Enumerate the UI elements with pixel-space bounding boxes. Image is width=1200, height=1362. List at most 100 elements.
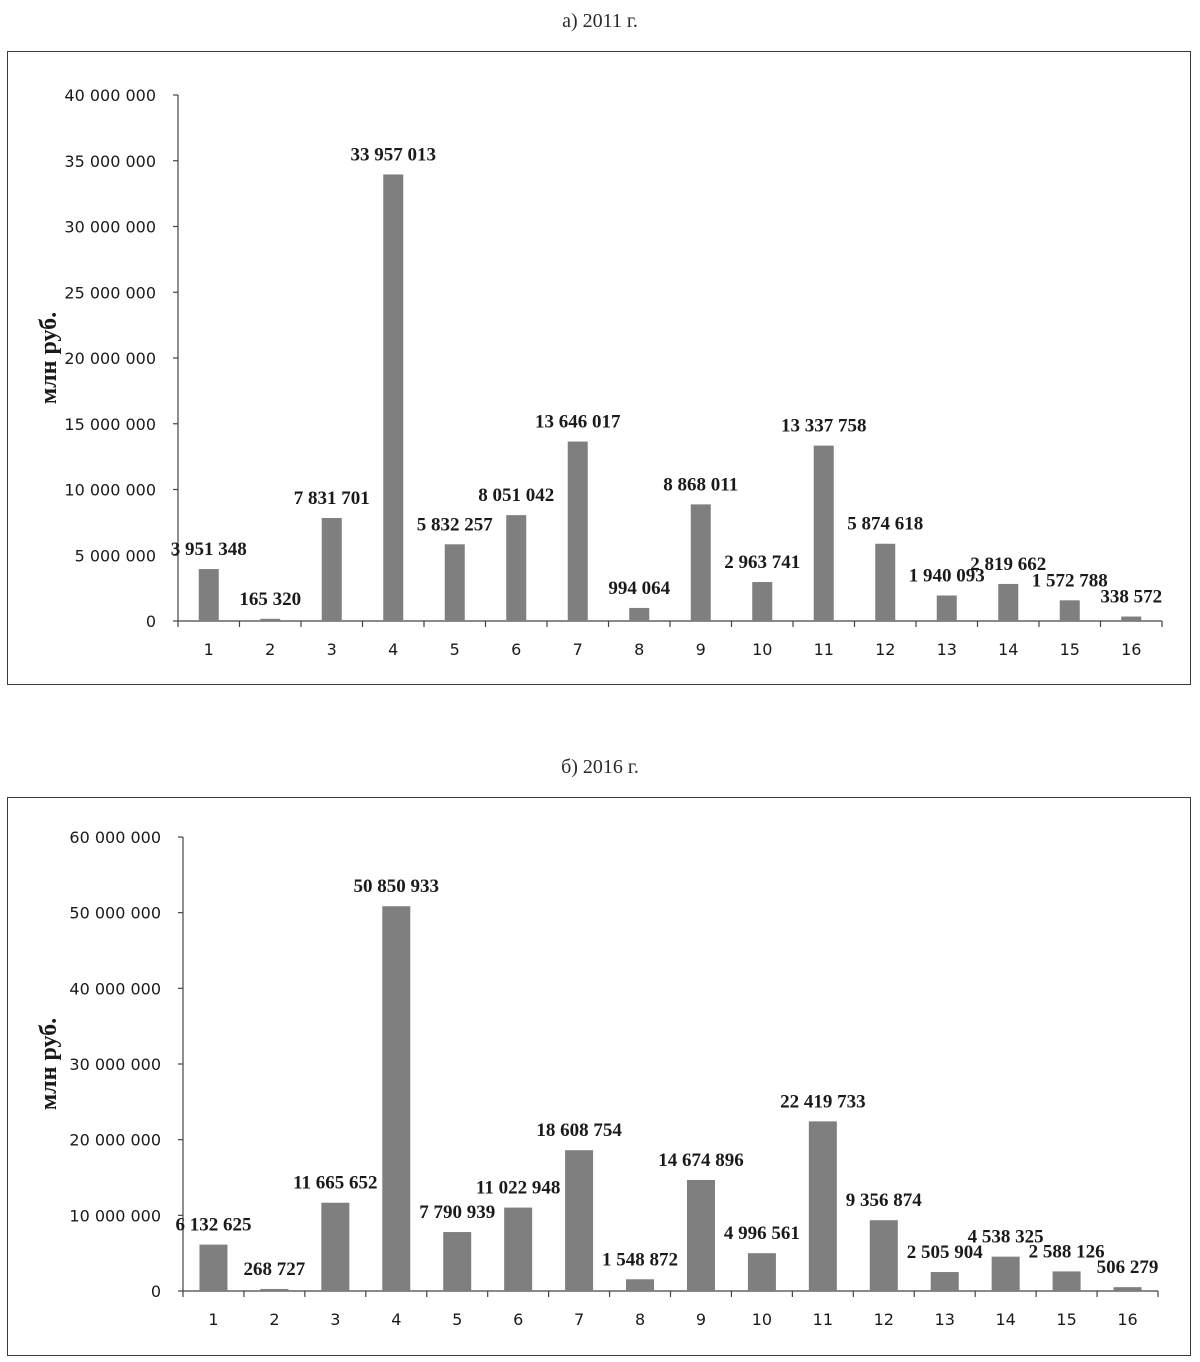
y-tick-label: 35 000 000 — [64, 152, 156, 171]
bar — [321, 1202, 350, 1291]
bar — [199, 1244, 228, 1291]
bar — [1113, 1287, 1142, 1291]
y-tick-label: 5 000 000 — [75, 546, 156, 565]
y-tick-label: 25 000 000 — [64, 283, 156, 302]
chart-2016: 0 10 000 000 20 000 000 30 000 000 40 000 00… — [7, 797, 1191, 1356]
bar — [444, 544, 465, 621]
bar — [198, 569, 219, 621]
y-tick-label: 10 000 000 — [69, 1206, 161, 1225]
bar — [504, 1207, 533, 1291]
data-label: 22 419 733 — [780, 1091, 866, 1112]
bar — [321, 518, 342, 621]
data-label: 2 963 741 — [724, 552, 800, 573]
y-tick-label: 30 000 000 — [69, 1055, 161, 1074]
bar — [260, 1288, 289, 1291]
x-tick-label: 11 — [814, 640, 834, 659]
bar — [752, 582, 773, 621]
bar — [260, 618, 281, 621]
y-axis-title: млн руб. — [36, 1018, 62, 1110]
x-tick-label: 8 — [635, 1310, 645, 1329]
y-tick-label: 15 000 000 — [64, 415, 156, 434]
x-tick-label: 9 — [696, 1310, 706, 1329]
data-label: 994 064 — [608, 578, 670, 599]
data-label: 5 874 618 — [847, 514, 923, 535]
x-tick-label: 3 — [327, 640, 337, 659]
bar — [382, 906, 411, 1291]
bar — [1121, 616, 1142, 621]
y-tick-label: 20 000 000 — [64, 349, 156, 368]
data-label: 3 951 348 — [171, 539, 247, 560]
bar — [1052, 1271, 1081, 1291]
bar — [1059, 600, 1080, 621]
data-label: 14 674 896 — [658, 1150, 744, 1171]
data-label: 1 548 872 — [602, 1249, 678, 1270]
data-label: 1 572 788 — [1032, 570, 1108, 591]
x-tick-label: 4 — [391, 1310, 401, 1329]
y-tick-label: 20 000 000 — [69, 1131, 161, 1150]
x-tick-label: 6 — [513, 1310, 523, 1329]
data-label: 268 727 — [244, 1259, 306, 1280]
x-tick-label: 10 — [752, 640, 772, 659]
x-tick-label: 2 — [265, 640, 275, 659]
x-tick-label: 14 — [995, 1310, 1015, 1329]
x-tick-label: 13 — [935, 1310, 955, 1329]
bar — [443, 1232, 472, 1291]
bar — [998, 583, 1019, 621]
data-label: 2 819 662 — [970, 554, 1046, 575]
y-tick-label: 50 000 000 — [69, 904, 161, 923]
y-tick-label: 30 000 000 — [64, 218, 156, 237]
bar — [875, 543, 896, 621]
bar — [991, 1256, 1020, 1291]
bar — [930, 1272, 959, 1291]
bar — [565, 1150, 594, 1291]
chart-title-2016: б) 2016 г. — [561, 756, 639, 778]
x-tick-label: 1 — [204, 640, 214, 659]
data-label: 4 996 561 — [724, 1223, 800, 1244]
bar — [747, 1253, 776, 1291]
data-label: 2 505 904 — [907, 1242, 984, 1263]
data-label: 8 868 011 — [663, 474, 738, 495]
x-tick-label: 14 — [998, 640, 1018, 659]
data-label: 11 665 652 — [293, 1173, 377, 1194]
bar — [813, 445, 834, 621]
bar — [626, 1279, 655, 1291]
x-tick-label: 5 — [450, 640, 460, 659]
bar — [383, 174, 404, 621]
x-tick-label: 11 — [813, 1310, 833, 1329]
x-tick-label: 12 — [874, 1310, 894, 1329]
bar — [629, 607, 650, 621]
data-label: 7 831 701 — [294, 488, 370, 509]
bar — [869, 1220, 898, 1291]
x-tick-label: 13 — [937, 640, 957, 659]
data-label: 338 572 — [1100, 587, 1162, 608]
x-tick-label: 5 — [452, 1310, 462, 1329]
y-tick-label: 0 — [146, 612, 156, 631]
chart-2011-plot: 0 5 000 000 10 000 000 15 000 000 20 000 000… — [36, 86, 1163, 659]
data-label: 18 608 754 — [536, 1120, 622, 1141]
data-label: 5 832 257 — [417, 514, 494, 535]
data-label: 2 588 126 — [1029, 1241, 1105, 1262]
data-label: 13 646 017 — [535, 412, 621, 433]
y-tick-label: 10 000 000 — [64, 481, 156, 500]
x-tick-label: 12 — [875, 640, 895, 659]
data-label: 165 320 — [239, 589, 301, 610]
x-tick-label: 7 — [574, 1310, 584, 1329]
x-tick-label: 16 — [1121, 640, 1141, 659]
chart-title-2011: а) 2011 г. — [562, 10, 638, 32]
x-tick-label: 2 — [269, 1310, 279, 1329]
x-tick-label: 16 — [1117, 1310, 1137, 1329]
data-label: 7 790 939 — [419, 1202, 495, 1223]
data-label: 11 022 948 — [476, 1178, 560, 1199]
x-tick-label: 10 — [752, 1310, 772, 1329]
x-tick-label: 9 — [696, 640, 706, 659]
y-tick-label: 0 — [151, 1282, 161, 1301]
y-axis-title: млн руб. — [36, 312, 62, 404]
data-label: 50 850 933 — [354, 876, 440, 897]
bar — [686, 1179, 715, 1291]
x-tick-label: 4 — [388, 640, 398, 659]
data-label: 506 279 — [1097, 1257, 1159, 1278]
data-label: 9 356 874 — [846, 1190, 923, 1211]
data-label: 6 132 625 — [175, 1215, 251, 1236]
data-label: 8 051 042 — [478, 485, 554, 506]
data-label: 4 538 325 — [968, 1227, 1044, 1248]
